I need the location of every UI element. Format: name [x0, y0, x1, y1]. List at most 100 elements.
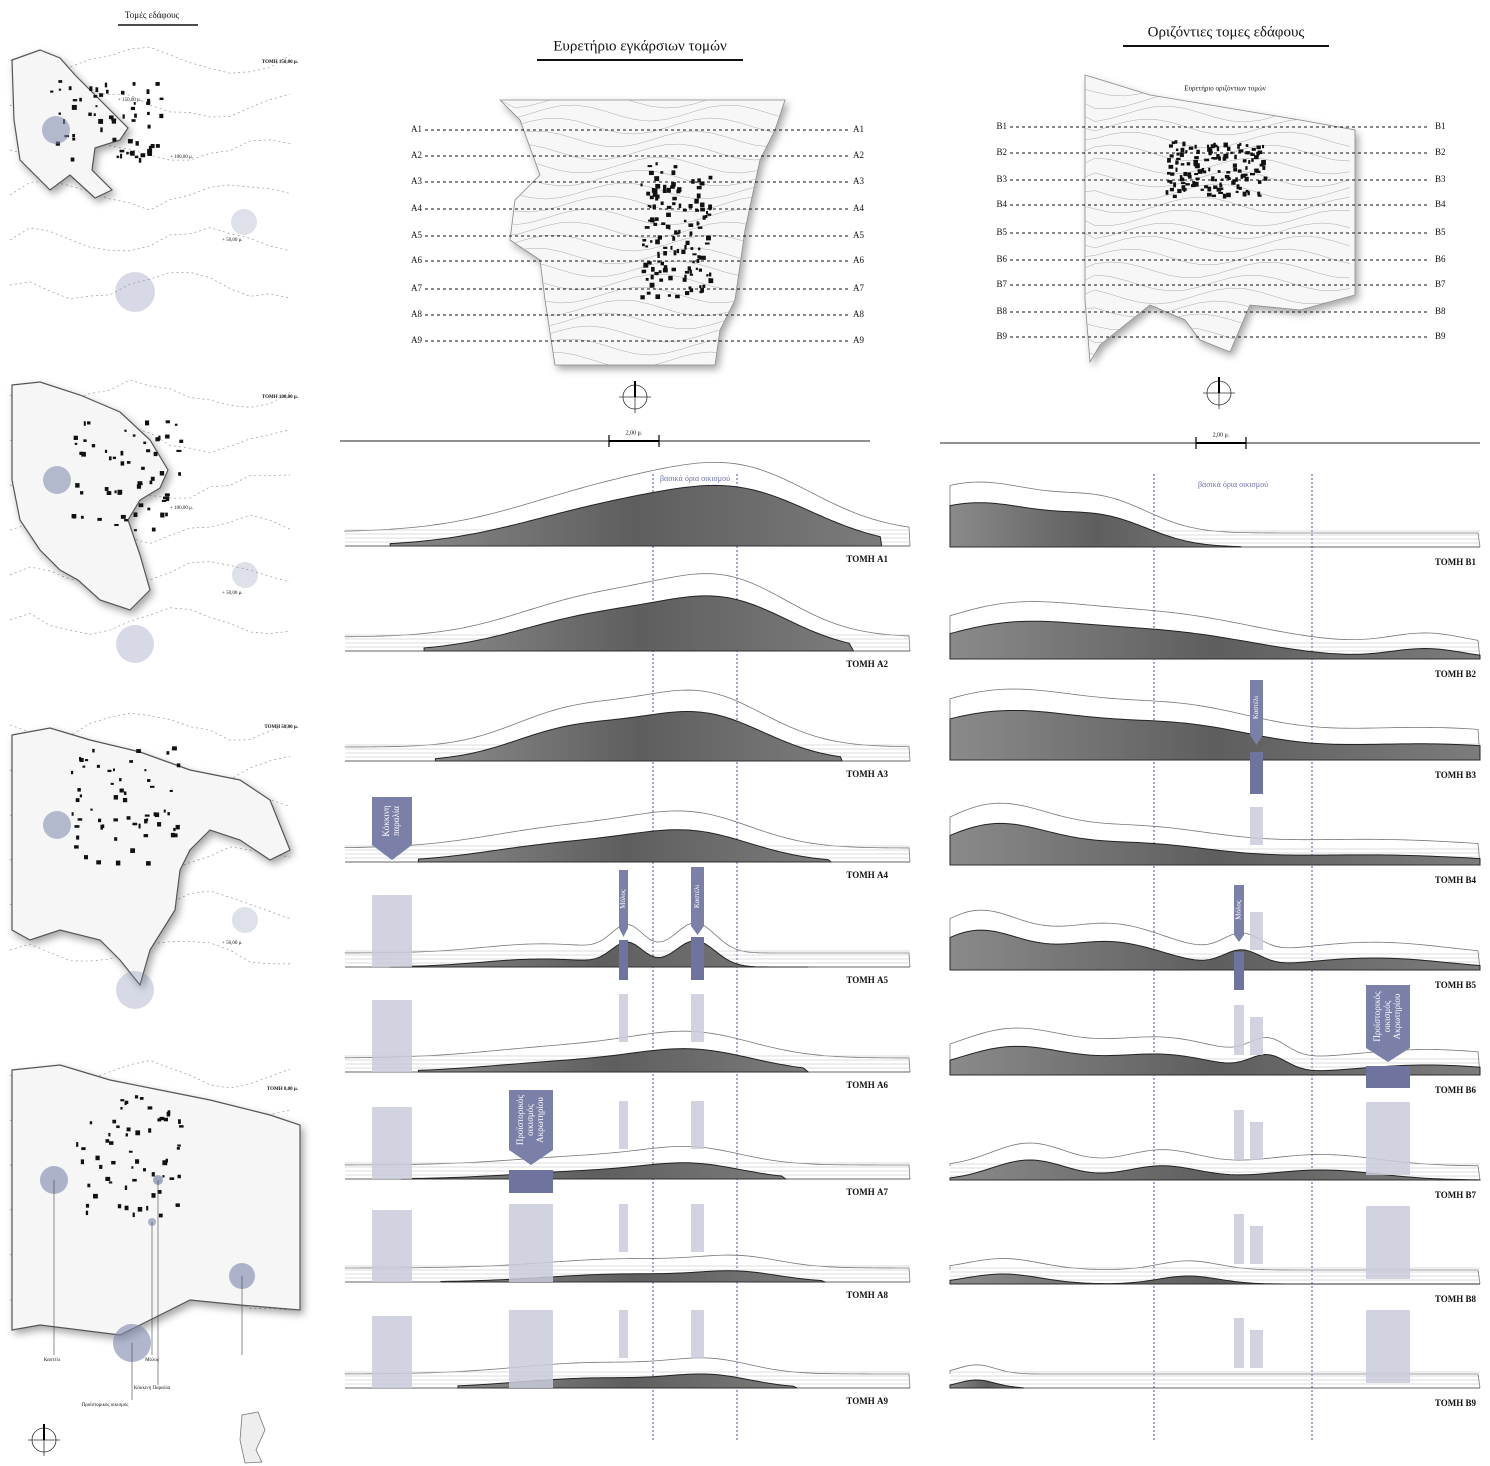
map-note: Μόλος — [145, 1358, 159, 1363]
building — [132, 1178, 137, 1182]
building — [1211, 157, 1216, 160]
place-circle — [232, 562, 258, 588]
building — [662, 189, 667, 193]
marker-arrow — [619, 928, 628, 937]
section-label: ΤΟΜΗ B4 — [1435, 875, 1477, 885]
building — [684, 244, 687, 250]
building — [159, 113, 164, 119]
building — [143, 1168, 146, 1172]
building — [699, 285, 702, 289]
building — [105, 89, 109, 94]
building — [1263, 176, 1268, 181]
building — [143, 834, 149, 838]
building — [1237, 144, 1240, 149]
marker-column — [619, 940, 628, 980]
building — [117, 1204, 122, 1209]
terrain-section — [949, 620, 1481, 660]
island-outline — [11, 49, 129, 199]
building — [151, 527, 156, 532]
marker-column — [1234, 1110, 1244, 1160]
marker-column — [372, 1210, 412, 1282]
building — [178, 472, 181, 476]
section-line-label: B5 — [996, 227, 1007, 237]
section-label: ΤΟΜΗ A3 — [846, 769, 888, 779]
marker-column — [372, 1000, 412, 1072]
building — [90, 808, 93, 811]
building — [692, 260, 695, 264]
strata-outline — [344, 689, 911, 762]
marker-column — [1250, 1226, 1263, 1264]
building — [649, 217, 655, 223]
building — [161, 499, 167, 502]
terrain-section — [949, 822, 1481, 866]
building — [83, 855, 89, 860]
section-line-label: B3 — [1435, 174, 1446, 184]
place-circle — [43, 466, 71, 494]
building — [687, 266, 691, 271]
section-line-label: B3 — [996, 174, 1007, 184]
building — [1217, 170, 1221, 173]
building — [684, 270, 690, 274]
marker-label: Προϊστορικός — [515, 1094, 525, 1145]
building — [1257, 180, 1262, 184]
strata-outline — [949, 802, 1481, 866]
building — [708, 175, 713, 180]
marker-label: Ακρωτηρίου — [535, 1097, 545, 1143]
building — [1176, 157, 1181, 161]
building — [1257, 194, 1262, 197]
building — [704, 215, 708, 219]
section-line-label: B5 — [1435, 227, 1446, 237]
building — [660, 171, 664, 174]
building — [657, 251, 660, 255]
building — [655, 183, 661, 189]
building — [89, 1121, 93, 1125]
building — [130, 106, 136, 111]
section-line-label: A8 — [853, 309, 864, 319]
building — [695, 267, 698, 271]
building — [648, 219, 651, 222]
building — [89, 86, 93, 91]
building — [153, 812, 156, 816]
building — [147, 111, 150, 116]
terrain-section — [423, 595, 855, 652]
terrain-section — [949, 1045, 1481, 1076]
section-line-label: A7 — [411, 283, 422, 293]
building — [75, 798, 80, 803]
place-circle — [115, 272, 155, 312]
section-line-label: B8 — [996, 306, 1007, 316]
building — [79, 451, 84, 455]
building — [133, 102, 136, 105]
section-line-label: B1 — [996, 121, 1007, 131]
building — [706, 274, 709, 277]
left-title: Τομές εδάφους — [125, 10, 180, 20]
contour — [500, 157, 785, 174]
building — [699, 181, 705, 186]
building — [1262, 144, 1265, 149]
terrain-section — [440, 1270, 826, 1283]
building — [108, 456, 112, 461]
building — [660, 261, 665, 266]
building — [663, 265, 668, 270]
marker-arrow — [372, 845, 412, 860]
map-note: Κόκκινη Παραλία — [134, 1386, 171, 1391]
building — [76, 835, 80, 840]
building — [124, 519, 129, 522]
marker-column — [691, 937, 704, 980]
building — [130, 848, 135, 854]
building — [112, 456, 117, 460]
building — [175, 1203, 180, 1207]
building — [124, 1205, 129, 1211]
building — [671, 182, 676, 187]
building — [71, 812, 74, 816]
building — [1223, 153, 1229, 159]
building — [119, 788, 124, 793]
marker-label: Καστέλι — [1252, 696, 1260, 719]
building — [1257, 150, 1263, 155]
building — [144, 420, 150, 426]
building — [136, 749, 141, 753]
building — [668, 275, 673, 281]
building — [116, 1125, 120, 1129]
marker-box — [372, 797, 412, 845]
building — [155, 144, 160, 148]
building — [147, 507, 151, 511]
